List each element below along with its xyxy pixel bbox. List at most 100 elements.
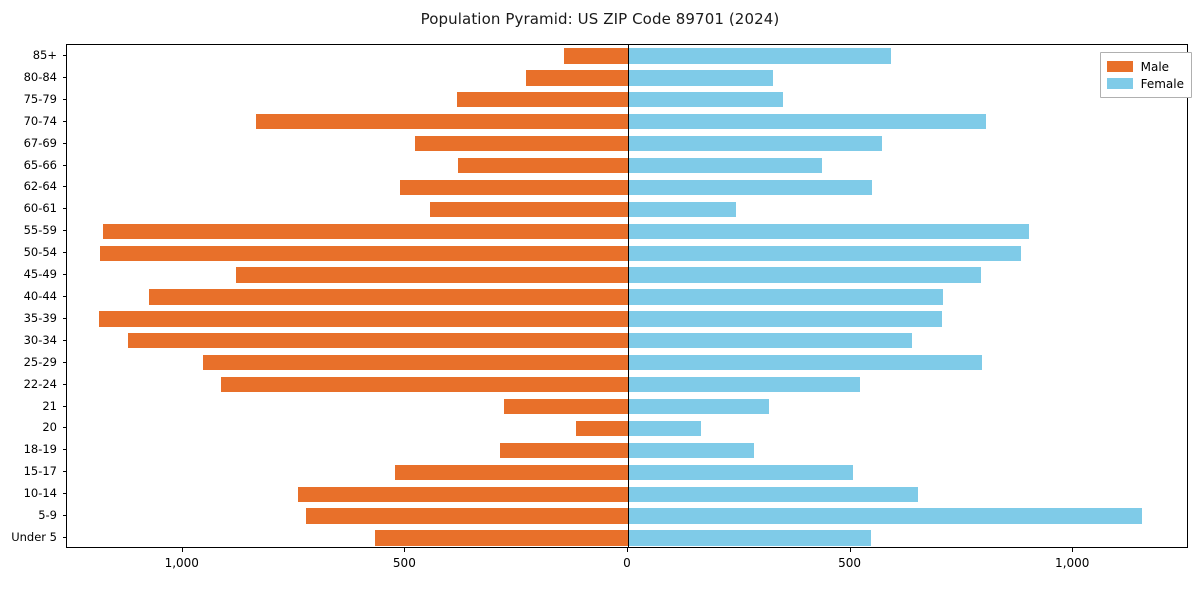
y-tick-mark [62,339,66,341]
x-tick-mark [627,548,628,552]
bar-female [628,376,860,393]
bar-male [98,311,628,327]
bar-female [628,311,943,327]
y-tick-label: 67-69 [23,135,57,150]
bar-row [67,486,1187,502]
y-tick-label: 15-17 [23,464,57,479]
bar-row [67,157,1187,174]
page-title: Population Pyramid: US ZIP Code 89701 (2… [420,10,780,28]
bar-male [504,398,628,415]
y-tick-label: 62-64 [23,179,57,194]
bar-male [148,289,628,305]
bar-row [67,420,1187,437]
y-tick-label: 30-34 [23,332,57,347]
bar-row [67,311,1187,327]
bars-layer [67,45,1187,547]
x-tick-label: 1,000 [1055,556,1090,570]
bar-female [628,333,912,349]
bar-row [67,223,1187,239]
y-tick-mark [62,405,66,407]
bar-female [628,508,1142,524]
y-tick-mark [62,471,66,473]
x-tick-mark [849,548,851,552]
bar-female [628,398,770,415]
bar-row [67,333,1187,349]
y-tick-label: 85+ [32,47,57,62]
legend-swatch-female [1106,78,1133,89]
bar-female [628,442,754,459]
y-tick-mark [62,515,66,517]
bar-female [628,420,701,437]
bar-female [628,289,944,305]
bar-male [564,48,628,64]
y-tick-mark [62,252,66,254]
bar-row [67,355,1187,371]
y-tick-mark [62,230,66,232]
bar-row [67,48,1187,64]
bar-female [628,245,1022,261]
y-tick-label: 70-74 [23,113,57,128]
bar-female [628,267,982,283]
y-tick-mark [62,186,66,188]
y-tick-mark [62,164,66,166]
y-tick-mark [62,493,66,495]
bar-female [628,92,783,108]
bar-row [67,289,1187,305]
y-tick-mark [62,76,66,78]
x-tick-mark [181,548,183,552]
y-tick-label: 18-19 [23,442,57,457]
bar-row [67,201,1187,217]
y-tick-label: 80-84 [23,69,57,84]
y-tick-mark [62,208,66,210]
bar-row [67,179,1187,196]
bar-female [628,135,882,152]
y-tick-mark [62,449,66,451]
bar-row [67,114,1187,130]
bar-female [628,464,854,480]
bar-male [128,333,628,349]
bar-male [399,179,628,196]
y-tick-label: 20 [42,420,57,435]
bar-row [67,245,1187,261]
legend-label-female: Female [1140,76,1184,91]
bar-row [67,530,1187,546]
y-tick-mark [62,142,66,144]
bar-female [628,114,987,130]
x-tick-label: 500 [838,556,862,570]
y-tick-mark [62,537,66,539]
bar-male [575,420,628,437]
y-tick-mark [62,317,66,319]
y-tick-label: 35-39 [23,310,57,325]
bar-row [67,376,1187,393]
bar-male [236,267,628,283]
bar-row [67,267,1187,283]
y-tick-label: 40-44 [23,289,57,303]
x-tick-label: 1,000 [164,556,199,570]
legend: Male Female [1099,52,1192,98]
y-tick-label: 65-66 [23,157,57,172]
y-tick-mark [62,361,66,363]
y-tick-mark [62,98,66,100]
y-tick-label: 21 [42,398,57,413]
legend-swatch-male [1106,61,1133,72]
bar-female [628,355,982,371]
plot-area [66,44,1188,548]
x-axis: 1,000 500 0 500 1,000 [66,548,1188,588]
bar-male [305,508,628,524]
legend-entry-female: Female [1106,75,1184,92]
y-axis: 85+ 80-84 75-79 70-74 67-69 65-66 62-64 60-61 55… [0,44,66,548]
y-tick-label: 60-61 [23,201,57,216]
x-tick-mark [404,548,406,552]
y-tick-label: 55-59 [23,223,57,238]
bar-female [628,223,1029,239]
y-tick-label: 45-49 [23,267,57,282]
y-tick-label: 5-9 [38,508,57,523]
bar-female [628,48,891,64]
bar-female [628,201,737,217]
y-tick-mark [62,427,66,429]
bar-female [628,70,773,86]
bar-male [457,157,628,174]
y-tick-label: 25-29 [23,354,57,369]
bar-row [67,508,1187,524]
